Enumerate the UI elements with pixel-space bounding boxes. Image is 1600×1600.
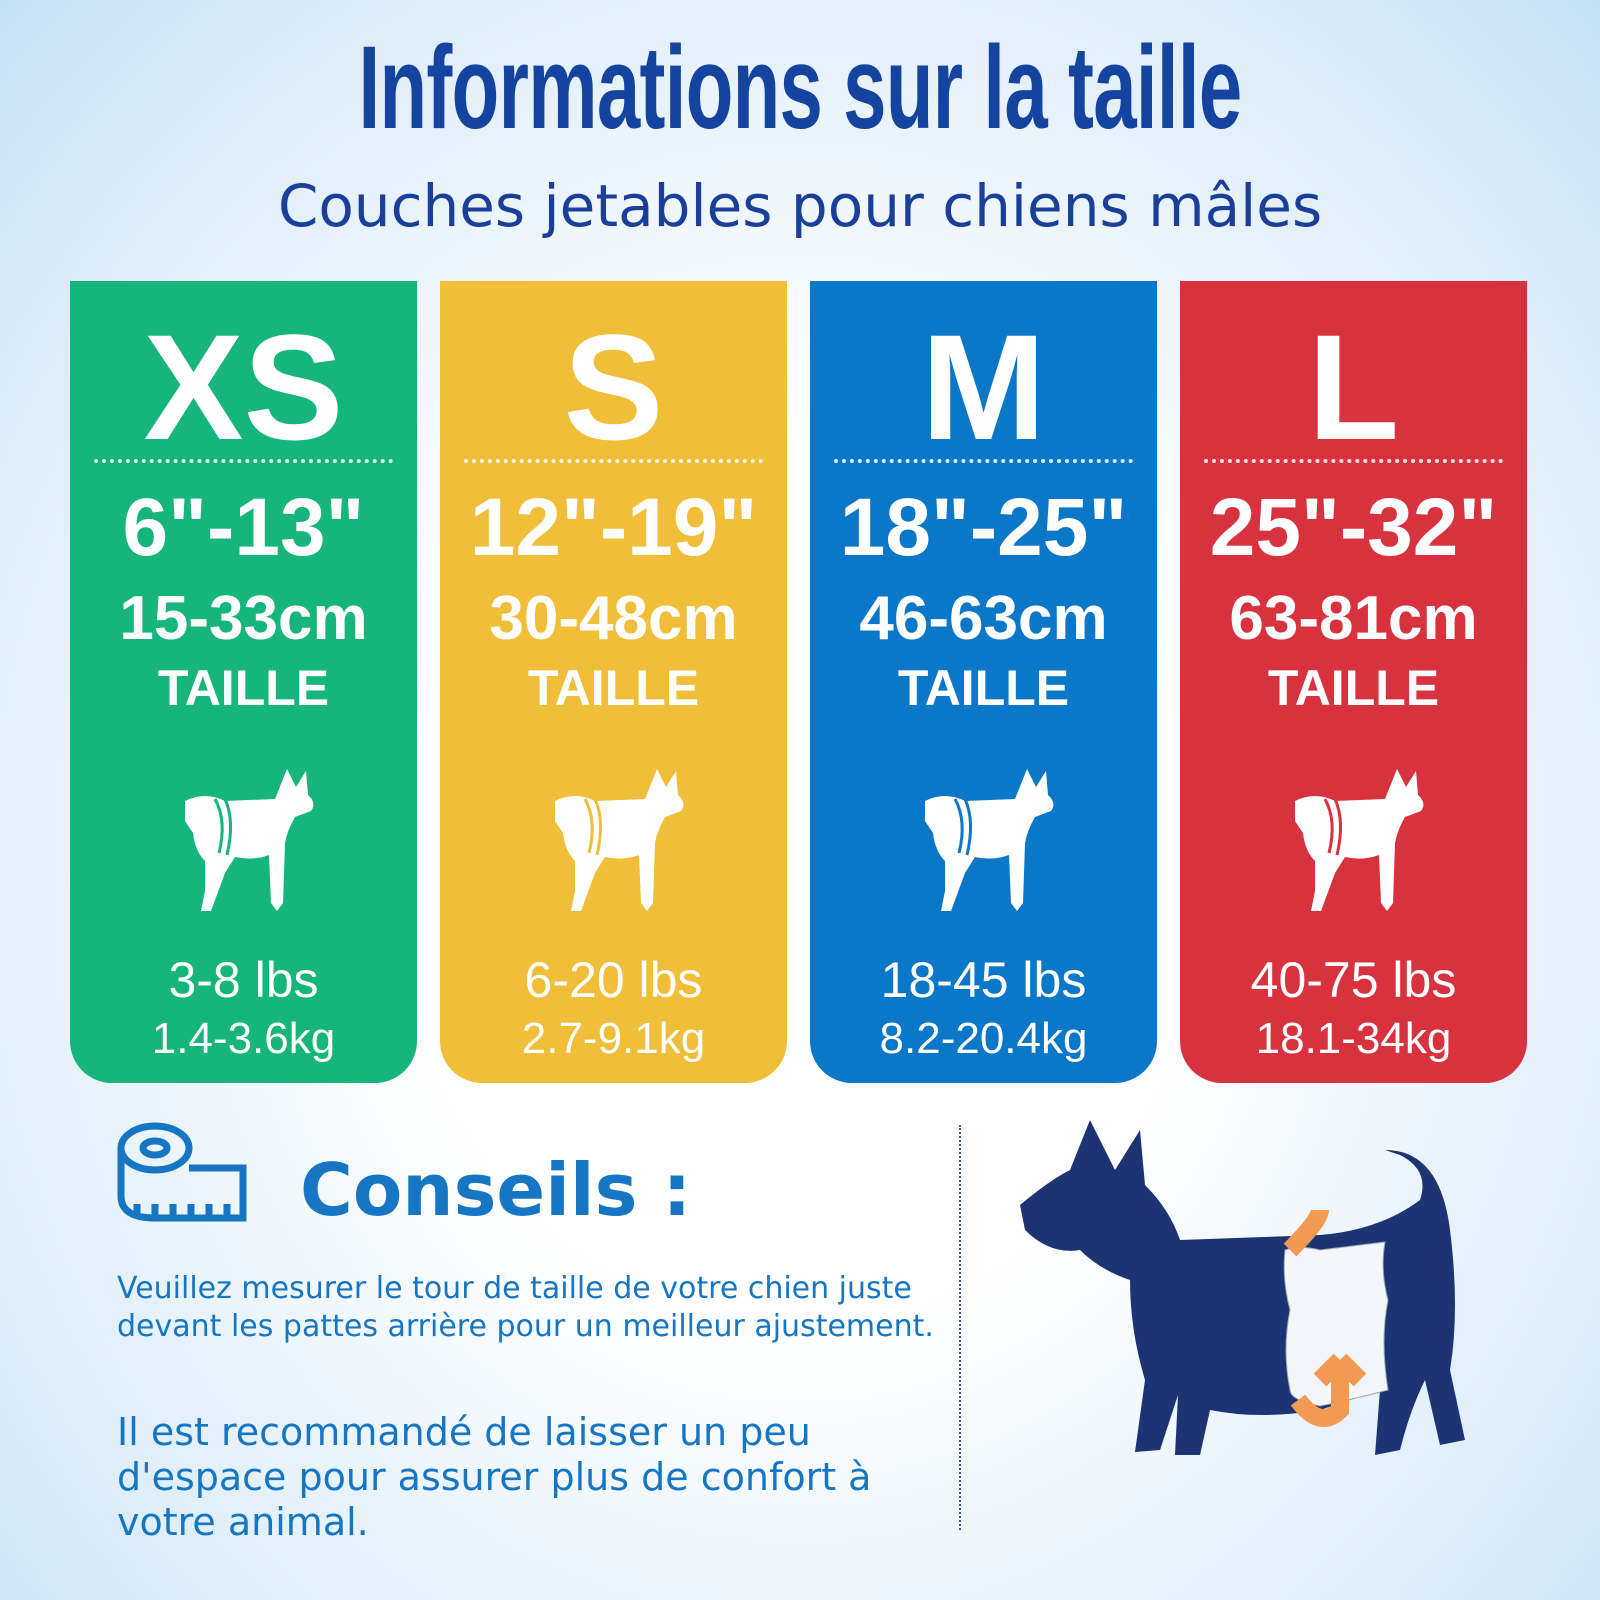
waist-cm: 46-63cm xyxy=(859,584,1108,653)
waist-label: TAILLE xyxy=(1267,660,1440,716)
weight-lbs: 6-20 lbs xyxy=(524,952,703,1008)
dotted-rule xyxy=(94,459,393,463)
size-letter: L xyxy=(1307,303,1400,471)
size-letter: S xyxy=(563,303,664,471)
dog-silhouette xyxy=(185,769,314,911)
size-card: L 25"-32" 63-81cm TAILLE 40-75 lbs 18.1-34kg xyxy=(1180,281,1527,1083)
size-card: M 18"-25" 46-63cm TAILLE 18-45 lbs 8.2-20.4kg xyxy=(810,281,1157,1083)
weight-kg: 1.4-3.6kg xyxy=(151,1014,336,1063)
waist-label: TAILLE xyxy=(157,660,330,716)
diaper-band xyxy=(953,798,972,856)
weight-lbs: 40-75 lbs xyxy=(1250,952,1457,1008)
waist-label: TAILLE xyxy=(897,660,1070,716)
waist-cm: 63-81cm xyxy=(1229,584,1478,653)
waist-inches: 25"-32" xyxy=(1209,482,1498,573)
divider xyxy=(959,1125,961,1530)
dog-icon xyxy=(185,769,314,911)
dog-illustration xyxy=(1020,1120,1465,1455)
size-letter: XS xyxy=(143,303,344,471)
subtitle: Couches jetables pour chiens mâles xyxy=(277,172,1323,240)
weight-kg: 18.1-34kg xyxy=(1255,1014,1452,1063)
dog-icon xyxy=(925,769,1054,911)
dotted-rule xyxy=(834,459,1133,463)
size-card: S 12"-19" 30-48cm TAILLE 6-20 lbs 2.7-9.1kg xyxy=(440,281,787,1083)
dotted-rule xyxy=(464,459,763,463)
weight-kg: 8.2-20.4kg xyxy=(879,1014,1088,1063)
size-letter: M xyxy=(921,303,1046,471)
waist-cm: 30-48cm xyxy=(489,584,738,653)
dotted-rule xyxy=(1204,459,1503,463)
tip-text: Il est recommandé de laisser un peu d'es… xyxy=(117,1410,872,1544)
dog-silhouette xyxy=(555,769,684,911)
weight-kg: 2.7-9.1kg xyxy=(521,1014,706,1063)
diaper-band xyxy=(583,798,602,856)
waist-cm: 15-33cm xyxy=(119,584,368,653)
waist-label: TAILLE xyxy=(527,660,700,716)
dog-silhouette xyxy=(925,769,1054,911)
title: Informations sur la taille xyxy=(358,22,1243,154)
tip-text: Veuillez mesurer le tour de taille de vo… xyxy=(117,1271,934,1344)
tape-icon xyxy=(117,1122,247,1222)
dog-icon xyxy=(555,769,684,911)
dog-icon xyxy=(1295,769,1424,911)
dog-silhouette xyxy=(1295,769,1424,911)
weight-lbs: 3-8 lbs xyxy=(168,952,319,1008)
waist-inches: 6"-13" xyxy=(122,482,365,573)
diaper-band xyxy=(1323,798,1342,856)
size-card: XS 6"-13" 15-33cm TAILLE 3-8 lbs 1.4-3.6kg xyxy=(70,281,417,1083)
weight-lbs: 18-45 lbs xyxy=(880,952,1087,1008)
tips-heading: Conseils : xyxy=(300,1148,692,1232)
diaper-band xyxy=(213,798,232,856)
waist-inches: 18"-25" xyxy=(839,482,1128,573)
waist-inches: 12"-19" xyxy=(469,482,758,573)
